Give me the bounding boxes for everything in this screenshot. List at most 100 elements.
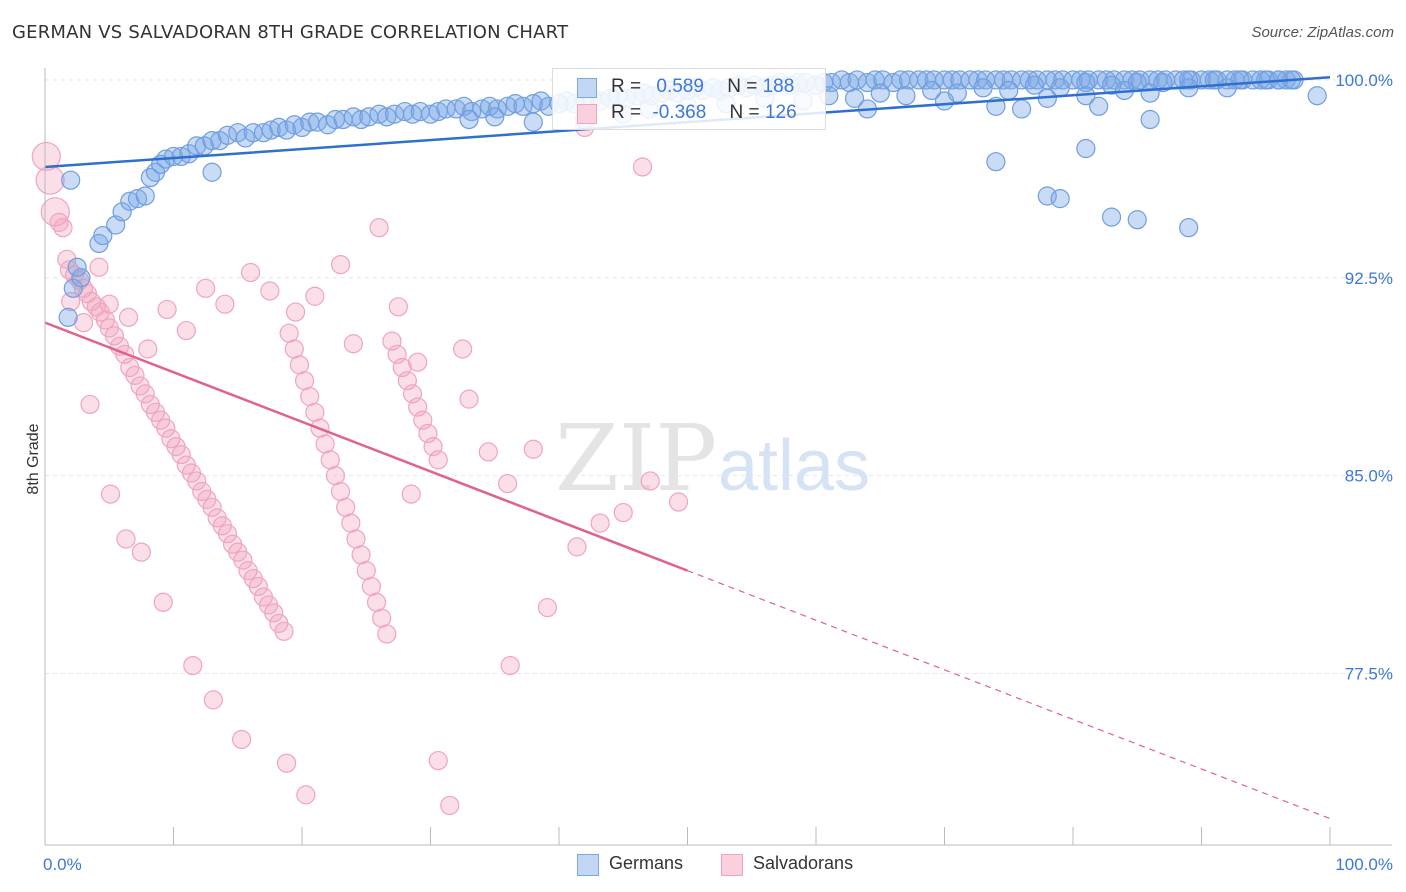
salvadorans-point — [613, 502, 633, 523]
x-tick-label: 100.0% — [1335, 855, 1393, 874]
germans-point — [934, 91, 955, 111]
germans-point — [135, 186, 155, 206]
salvadorans-point — [632, 157, 653, 177]
germans-point — [1076, 72, 1096, 93]
germans-point — [999, 80, 1019, 101]
salvadorans-point — [276, 753, 297, 773]
salvadorans-point — [274, 621, 294, 641]
germans-point — [187, 136, 207, 156]
legend-r-label-salvadorans: R = — [611, 102, 642, 123]
salvadorans-point — [183, 656, 203, 676]
germans-point — [498, 96, 518, 116]
salvadorans-point — [523, 439, 543, 459]
germans-point — [261, 120, 281, 140]
salvadorans-point — [498, 473, 518, 494]
germans-point — [909, 70, 929, 90]
germans-point — [1101, 75, 1122, 95]
germans-point — [1179, 70, 1199, 90]
salvadorans-point — [369, 218, 389, 238]
germans-point — [870, 83, 890, 103]
germans-point — [832, 70, 852, 90]
germans-point — [120, 191, 140, 211]
salvadorans-point — [80, 394, 100, 415]
salvadorans-point — [125, 365, 145, 385]
germans-point — [922, 80, 942, 101]
salvadorans-point — [408, 352, 428, 372]
salvadorans-point — [440, 795, 460, 816]
salvadorans-point — [343, 334, 363, 354]
germans-point — [377, 107, 397, 127]
salvadorans-point — [260, 281, 280, 301]
germans-point — [269, 117, 289, 138]
germans-point — [395, 101, 415, 122]
salvadorans-point — [73, 313, 94, 333]
salvadorans-point — [296, 785, 316, 805]
salvadorans-trend-line — [44, 321, 688, 572]
salvadorans-point — [59, 260, 80, 280]
watermark-zip: ZIP — [555, 405, 717, 512]
germans-point — [1307, 86, 1327, 106]
salvadorans-point — [138, 339, 158, 359]
legend-n-label-germans: N = — [727, 76, 758, 97]
salvadorans-point — [232, 729, 252, 750]
legend-n-value-germans: 188 — [762, 76, 795, 97]
salvadorans-point — [453, 339, 473, 359]
germans-point — [67, 257, 87, 277]
salvadorans-point — [330, 254, 351, 275]
germans-point — [1011, 70, 1032, 90]
germans-point — [202, 130, 222, 151]
germans-legend-swatch — [577, 854, 599, 876]
germans-point — [343, 107, 363, 127]
salvadorans-point — [49, 212, 69, 232]
salvadorans-point — [215, 294, 235, 314]
salvadorans-points — [31, 117, 689, 816]
salvadorans-point — [89, 257, 109, 277]
germans-point — [446, 99, 466, 119]
germans-point — [973, 78, 993, 98]
germans-swatch — [577, 78, 597, 98]
germans-point — [459, 109, 479, 130]
salvadorans-point — [264, 603, 284, 623]
germans-point — [883, 72, 903, 93]
salvadorans-point — [388, 297, 408, 317]
germans-point — [1179, 218, 1199, 238]
watermark-atlas: atlas — [718, 426, 870, 506]
germans-point — [58, 307, 78, 327]
germans-point — [61, 170, 81, 190]
salvadorans-point — [196, 278, 216, 298]
salvadorans-point — [567, 537, 587, 557]
salvadorans-point — [500, 656, 520, 676]
germans-point — [369, 104, 389, 124]
salvadorans-point — [157, 299, 177, 320]
salvadorans-point — [187, 471, 207, 491]
x-tick-label: 0.0% — [43, 855, 82, 874]
salvadorans-point — [478, 442, 498, 462]
y-tick-label: 100.0% — [1335, 71, 1393, 90]
germans-legend-label: Germans — [609, 853, 684, 873]
legend-r-value-germans: 0.589 — [656, 76, 704, 97]
salvadorans-point — [377, 624, 397, 644]
salvadorans-point — [100, 484, 121, 504]
salvadorans-point — [31, 141, 61, 172]
salvadorans-point — [202, 497, 222, 517]
salvadorans-legend-swatch — [721, 854, 743, 876]
salvadorans-point — [668, 492, 689, 512]
legend-n-label-salvadorans: N = — [729, 102, 760, 123]
salvadorans-point — [217, 524, 238, 544]
salvadorans-point — [248, 576, 268, 597]
germans-point — [112, 202, 132, 222]
germans-point — [1140, 109, 1160, 130]
germans-point — [844, 88, 865, 108]
germans-point — [253, 123, 274, 143]
salvadorans-point — [401, 484, 421, 504]
legend-n-value-salvadorans: 126 — [764, 102, 797, 123]
germans-point — [1153, 72, 1173, 93]
germans-point — [1101, 207, 1122, 227]
germans-point — [896, 86, 916, 106]
salvadorans-point — [459, 389, 479, 409]
salvadorans-point — [241, 262, 261, 283]
germans-point — [857, 72, 878, 93]
salvadorans-point — [131, 542, 151, 562]
chart-title: GERMAN VS SALVADORAN 8TH GRADE CORRELATI… — [12, 22, 569, 43]
